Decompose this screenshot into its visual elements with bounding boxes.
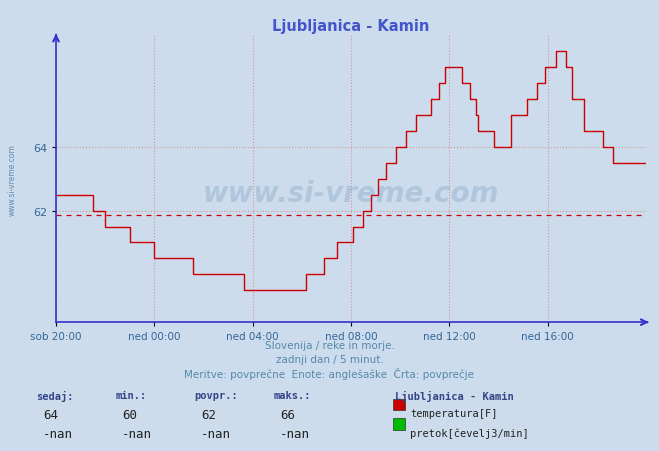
Text: sedaj:: sedaj:	[36, 390, 74, 401]
Text: www.si-vreme.com: www.si-vreme.com	[203, 179, 499, 207]
Text: 60: 60	[122, 408, 137, 421]
Text: zadnji dan / 5 minut.: zadnji dan / 5 minut.	[275, 354, 384, 364]
Text: -nan: -nan	[43, 428, 73, 441]
Title: Ljubljanica - Kamin: Ljubljanica - Kamin	[272, 18, 430, 33]
Text: 64: 64	[43, 408, 58, 421]
Text: Slovenija / reke in morje.: Slovenija / reke in morje.	[264, 341, 395, 350]
Text: 66: 66	[280, 408, 295, 421]
Text: 62: 62	[201, 408, 216, 421]
Text: pretok[čevelj3/min]: pretok[čevelj3/min]	[410, 428, 529, 438]
Text: povpr.:: povpr.:	[194, 390, 238, 400]
Text: -nan: -nan	[201, 428, 231, 441]
Text: Meritve: povprečne  Enote: anglešaške  Črta: povprečje: Meritve: povprečne Enote: anglešaške Črt…	[185, 368, 474, 380]
Text: -nan: -nan	[122, 428, 152, 441]
Text: www.si-vreme.com: www.si-vreme.com	[7, 143, 16, 215]
Text: Ljubljanica - Kamin: Ljubljanica - Kamin	[395, 390, 514, 401]
Text: temperatura[F]: temperatura[F]	[410, 408, 498, 418]
Text: min.:: min.:	[115, 390, 146, 400]
Text: maks.:: maks.:	[273, 390, 311, 400]
Text: -nan: -nan	[280, 428, 310, 441]
